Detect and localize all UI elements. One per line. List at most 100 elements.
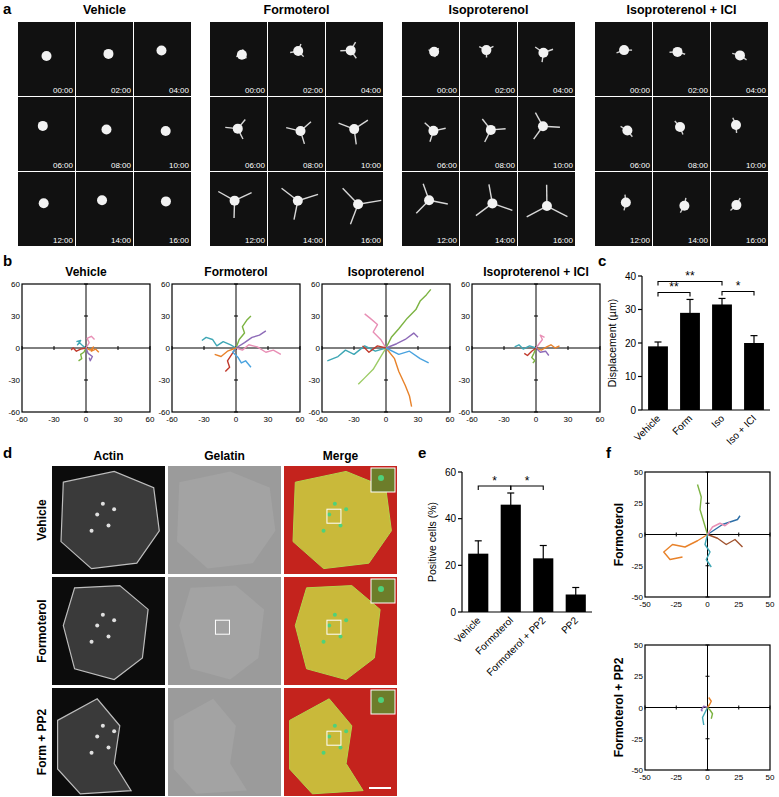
cell-body [424, 195, 434, 205]
merge-dot [322, 529, 326, 533]
x-tick-label: 60 [296, 415, 305, 424]
cell-body [38, 121, 48, 131]
significance-label: ** [685, 269, 695, 283]
timelapse-group: Vehicle00:0002:0004:0006:0008:0010:0012:… [18, 3, 191, 246]
y-tick [638, 376, 642, 377]
error-line [753, 336, 754, 351]
error-bar [719, 298, 726, 310]
track [515, 345, 536, 349]
actin-dot [95, 624, 99, 628]
track [236, 345, 281, 355]
actin-dot [90, 640, 94, 644]
x-tick-label: Iso [709, 412, 727, 430]
track [536, 348, 549, 355]
y-tick [384, 284, 388, 285]
micrograph-tile [653, 22, 710, 96]
cell-body [621, 197, 631, 207]
micrograph-tile [268, 22, 325, 96]
y-tick-label: -30 [158, 376, 170, 385]
error-cap [687, 299, 694, 300]
track [386, 333, 418, 348]
y-tick-label: 30 [461, 312, 470, 321]
error-line [543, 546, 544, 572]
timestamp: 16:00 [169, 236, 190, 245]
cell-actin [63, 586, 148, 680]
micrograph-tile [134, 22, 191, 96]
x-tick-label: 0 [705, 773, 710, 782]
x-tick [418, 346, 419, 350]
x-tick [600, 346, 601, 350]
micrograph-tile [460, 172, 517, 246]
actin-dot [112, 507, 116, 511]
timestamp: 10:00 [553, 161, 574, 170]
track [358, 348, 386, 384]
trajectory-plot: -50-2502550-50-2502550Formoterol [612, 468, 775, 609]
x-tick-label: 60 [596, 415, 605, 424]
error-bar [507, 493, 514, 516]
timestamp: 14:00 [495, 236, 516, 245]
cell-gelatin [174, 699, 247, 794]
x-tick-label: PP2 [559, 614, 580, 635]
timestamp: 16:00 [553, 236, 574, 245]
y-tick-label: 30 [625, 304, 637, 315]
panel-letter: b [3, 252, 12, 269]
x-tick [172, 346, 173, 350]
cell-body [233, 124, 243, 134]
x-tick-label: 60 [146, 415, 155, 424]
timestamp: 04:00 [361, 86, 382, 95]
x-tick-label: -30 [198, 415, 210, 424]
track [386, 289, 431, 348]
track [701, 706, 707, 711]
timestamp: 12:00 [630, 236, 651, 245]
track [202, 337, 236, 348]
y-tick [706, 472, 710, 473]
y-tick-label: 30 [11, 312, 20, 321]
x-tick-label: -30 [48, 415, 60, 424]
timestamp: 02:00 [111, 86, 132, 95]
plot-title: Formoterol [612, 503, 626, 566]
micrograph-tile [460, 97, 517, 171]
actin-dot [101, 502, 105, 506]
micrograph-tile [518, 22, 575, 96]
cell-body [97, 195, 107, 205]
micrograph-tile [711, 97, 768, 171]
y-tick-label: 0 [630, 405, 636, 416]
y-tick [458, 471, 462, 472]
panel-letter: a [3, 0, 12, 17]
cell-body [346, 45, 356, 55]
y-tick-label: 30 [311, 312, 320, 321]
y-tick [706, 597, 710, 598]
y-tick-label: 60 [161, 280, 170, 289]
micrograph-tile [268, 172, 325, 246]
column-title: Actin [94, 449, 124, 463]
plot-title: Isoproterenol [348, 265, 425, 279]
timestamp: 00:00 [630, 86, 651, 95]
bar [501, 505, 521, 612]
error-line [478, 541, 479, 567]
bar [712, 304, 732, 410]
y-axis [461, 472, 462, 612]
trajectory-plot: -50-2502550-50-2502550Formoterol + PP2 [612, 641, 775, 782]
x-tick-label: 0 [234, 415, 239, 424]
timestamp: 12:00 [53, 236, 74, 245]
merge-dot [339, 745, 343, 749]
condition-title: Isoproterenol [449, 3, 529, 17]
error-cap [751, 335, 758, 336]
track [76, 341, 86, 348]
y-tick [706, 645, 710, 646]
x-tick-label: 0 [84, 415, 89, 424]
timestamp: 10:00 [746, 161, 767, 170]
merge-dot [327, 735, 331, 739]
micrograph-tile [52, 466, 165, 574]
x-tick-label: 25 [734, 773, 743, 782]
inset-zoom [371, 690, 395, 714]
cell-body [673, 47, 683, 57]
column-title: Merge [323, 449, 359, 463]
timelapse-group: Formoterol00:0002:0004:0006:0008:0010:00… [210, 3, 383, 246]
merge-dot [327, 513, 331, 517]
plot-frame [22, 284, 150, 412]
error-bar [475, 541, 482, 567]
x-tick [54, 346, 55, 350]
cell-body [429, 47, 439, 57]
bar [648, 346, 668, 410]
